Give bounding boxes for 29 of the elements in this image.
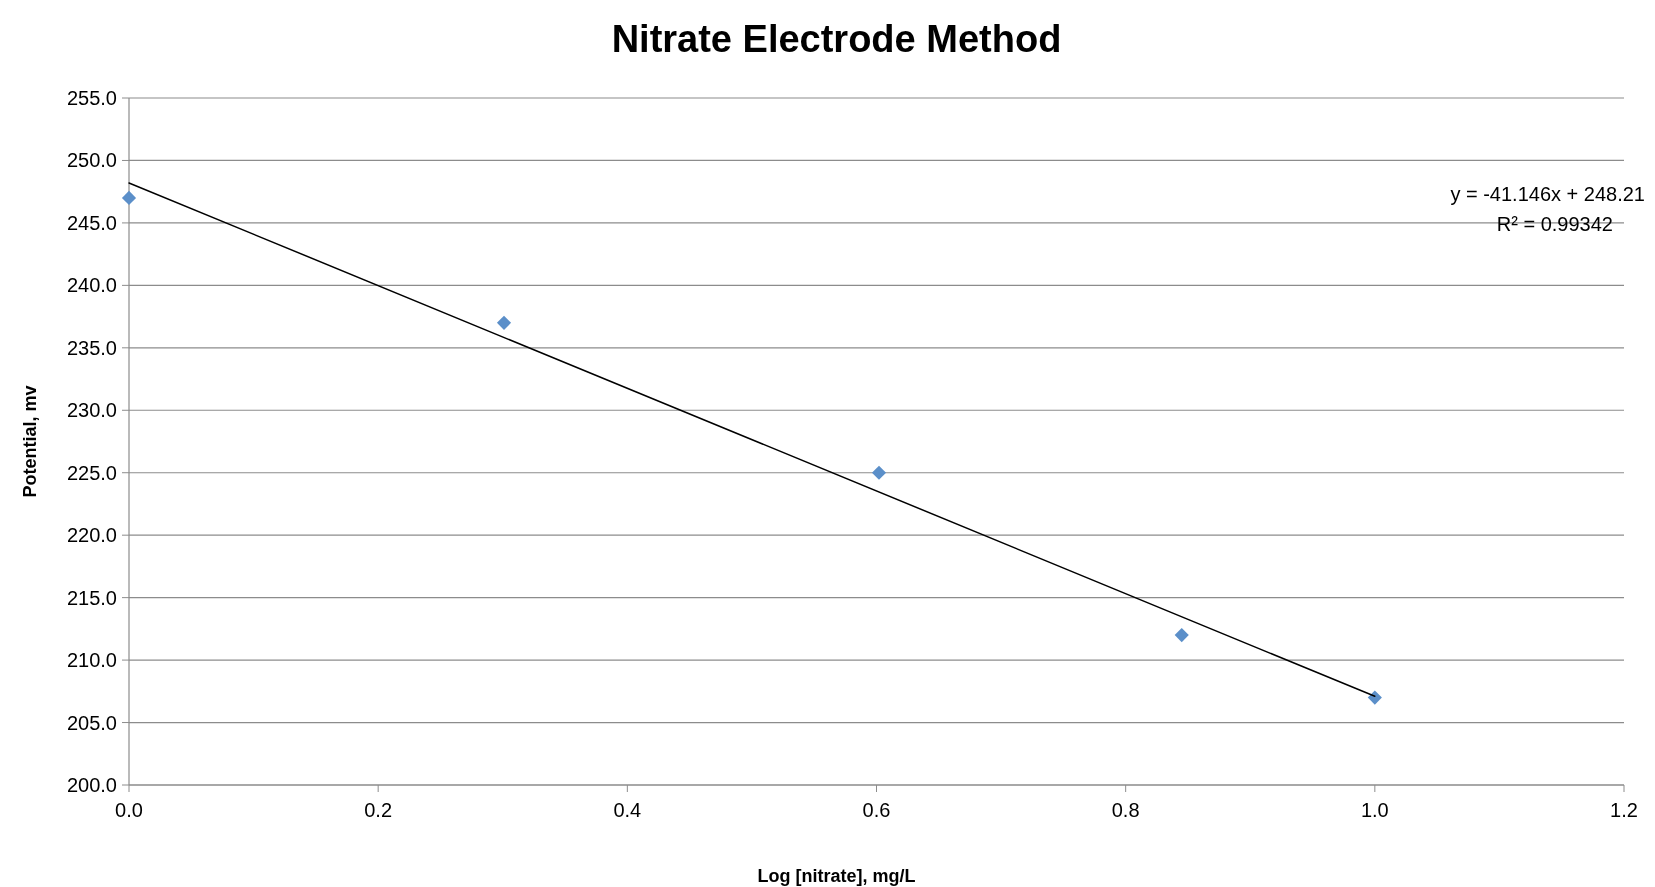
y-tick-label: 240.0 (66, 274, 117, 297)
annotation: R² = 0.99342 (1496, 213, 1613, 235)
y-tick-label: 255.0 (66, 87, 117, 109)
x-tick-label: 0.6 (862, 799, 891, 821)
y-tick-label: 245.0 (66, 211, 117, 234)
point (1174, 628, 1189, 643)
y-tick-label: 220.0 (66, 524, 117, 547)
x-tick-label: 0.0 (115, 799, 143, 821)
y-tick-label: 215.0 (66, 586, 117, 609)
x-tick-label: 0.8 (1111, 799, 1140, 821)
x-tick-label: 0.4 (613, 799, 642, 821)
y-tick-label: 235.0 (66, 336, 117, 359)
chart-title: Nitrate Electrode Method (611, 18, 1062, 60)
y-tick-label: 205.0 (66, 711, 117, 734)
y-tick-label: 210.0 (66, 649, 117, 672)
annotation: y = -41.146x + 248.21 (1450, 183, 1645, 205)
x-axis-title: Log [nitrate], mg/L (757, 866, 916, 886)
y-tick-label: 230.0 (66, 399, 117, 422)
x-tick-label: 1.2 (1610, 799, 1638, 821)
point (1367, 690, 1382, 705)
y-tick-label: 250.0 (66, 149, 117, 172)
y-tick-label: 200.0 (66, 774, 117, 796)
y-axis-title: Potential, mv (20, 385, 40, 498)
y-tick-label: 225.0 (66, 461, 117, 484)
point (121, 190, 137, 205)
x-tick-label: 0.2 (364, 799, 393, 821)
x-tick-label: 1.0 (1360, 799, 1389, 821)
point (496, 315, 512, 330)
point (871, 465, 887, 480)
